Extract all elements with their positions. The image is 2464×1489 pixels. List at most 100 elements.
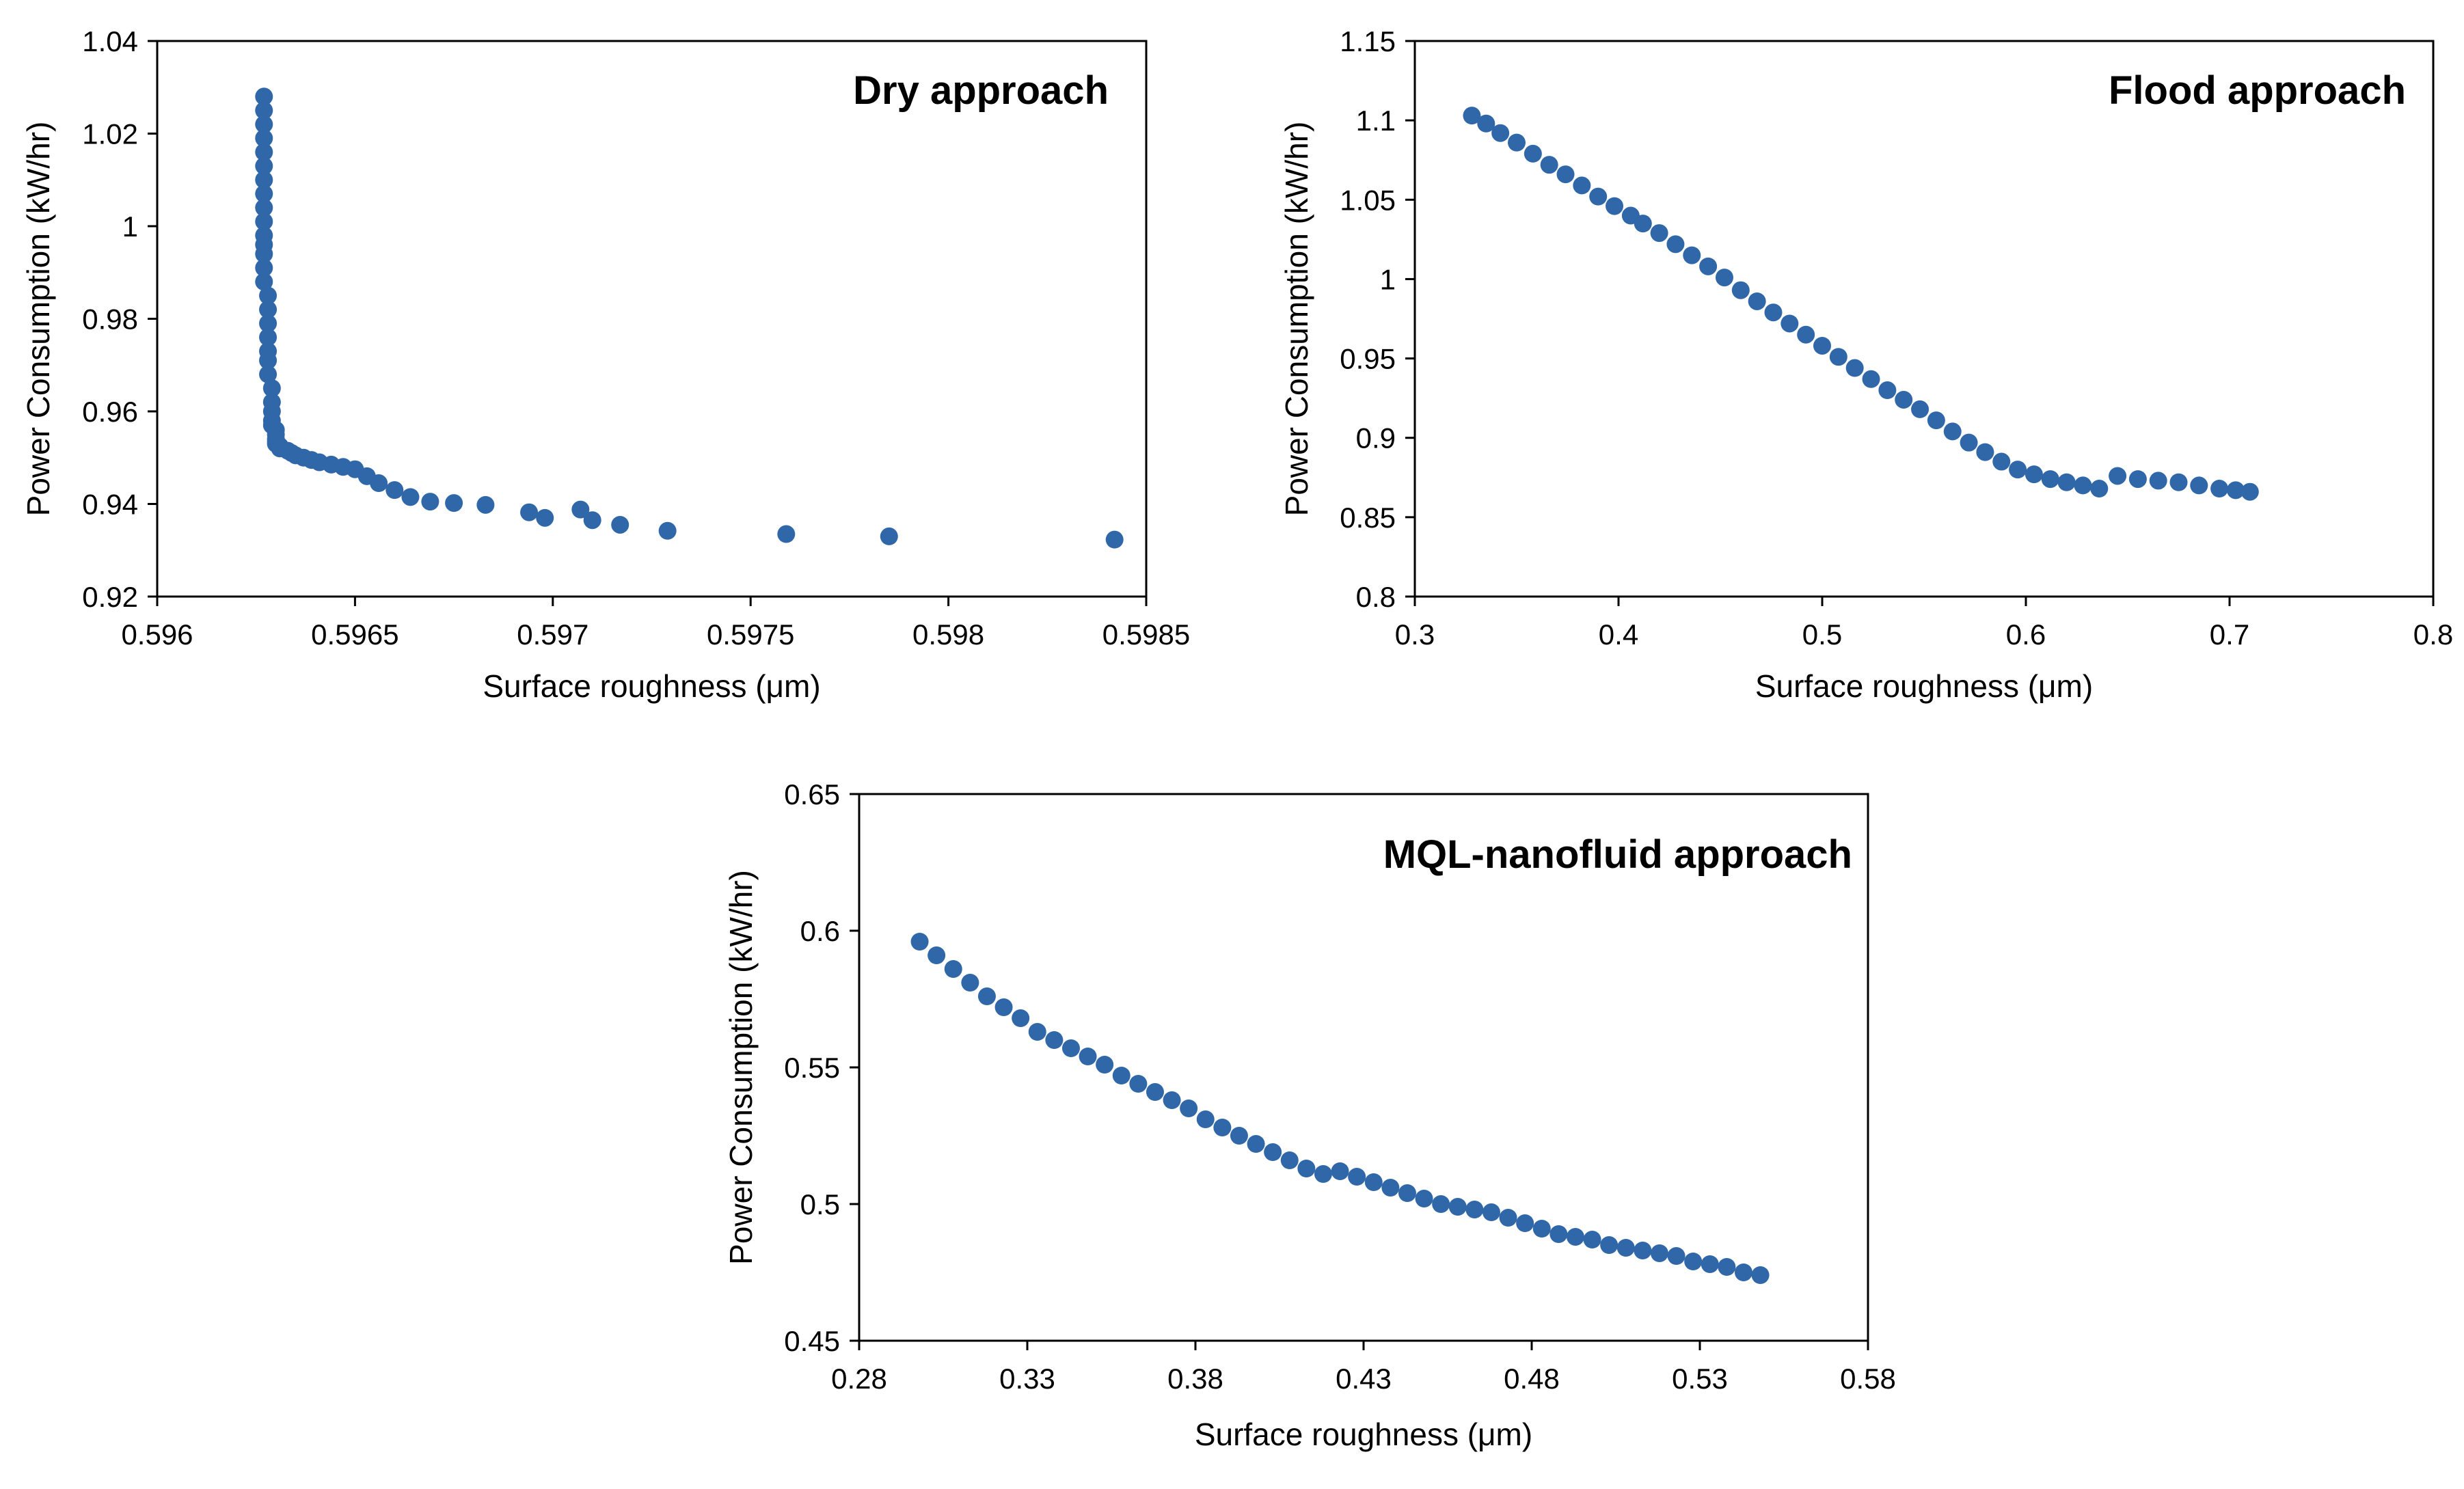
data-point	[2090, 480, 2109, 498]
data-point	[259, 300, 277, 318]
data-point	[1634, 1242, 1652, 1259]
data-point	[910, 933, 929, 951]
data-point	[255, 143, 273, 161]
data-point	[1960, 433, 1978, 452]
data-point	[977, 987, 996, 1005]
data-point	[1666, 235, 1685, 254]
data-point	[1943, 422, 1962, 441]
data-point	[1499, 1209, 1517, 1227]
data-point	[1583, 1231, 1601, 1248]
y-tick-label: 0.6	[800, 915, 840, 947]
data-point	[1862, 370, 1880, 388]
data-point	[2074, 476, 2092, 495]
data-point	[2190, 476, 2208, 495]
chart-mql-nanofluid-approach: 0.28 0.33 0.38 0.43 0.48 0.53 0.58 0.45 0.5 0.55 0…	[723, 778, 1896, 1452]
data-point	[1667, 1247, 1685, 1265]
x-tick-label: 0.3	[1395, 618, 1435, 651]
data-point	[536, 508, 554, 527]
y-tick-label: 1.15	[1340, 25, 1396, 57]
data-point	[259, 351, 277, 370]
data-point	[1748, 292, 1766, 310]
data-point	[1976, 443, 1994, 461]
data-point	[255, 129, 273, 148]
data-point	[1463, 107, 1481, 125]
data-point	[255, 115, 273, 133]
data-point	[583, 511, 601, 530]
data-point	[1532, 1220, 1551, 1238]
data-point	[1616, 1239, 1635, 1257]
data-point	[401, 488, 420, 506]
y-axis-title: Power Consumption (kW/hr)	[1279, 122, 1314, 517]
chart-title: Flood approach	[2109, 68, 2406, 113]
data-point	[1247, 1135, 1265, 1153]
y-tick-label: 0.55	[784, 1052, 840, 1084]
y-tick-label: 1.05	[1340, 184, 1396, 216]
data-point	[1079, 1048, 1097, 1065]
x-tick-label: 0.58	[1840, 1363, 1896, 1395]
data-point	[1751, 1266, 1770, 1284]
data-point	[1540, 156, 1558, 174]
data-point	[445, 494, 463, 513]
data-point	[1524, 144, 1542, 163]
data-point	[2149, 472, 2167, 490]
plot-area	[156, 40, 1148, 598]
data-point	[658, 521, 677, 540]
x-tick-label: 0.48	[1504, 1363, 1560, 1395]
data-point	[1364, 1173, 1383, 1191]
data-point	[1600, 1236, 1619, 1254]
data-point	[1813, 336, 1831, 355]
y-tick-label: 0.98	[82, 303, 138, 336]
x-tick-label: 0.596	[121, 618, 193, 651]
data-point	[370, 474, 388, 493]
y-tick-label: 1	[122, 210, 138, 243]
chart-dry-approach: 0.596 0.5965 0.597 0.5975 0.598 0.5985 0.92 0.9…	[21, 25, 1190, 704]
data-point	[255, 171, 273, 189]
data-point	[421, 493, 439, 511]
x-tick-label: 0.5	[1802, 618, 1842, 651]
chart-title: Dry approach	[853, 68, 1109, 113]
data-point	[1448, 1198, 1467, 1216]
data-point	[2057, 473, 2076, 491]
data-point	[2025, 465, 2043, 484]
data-point	[1718, 1258, 1736, 1276]
data-point	[1105, 530, 1124, 549]
x-tick-label: 0.53	[1672, 1363, 1728, 1395]
x-axis-title: Surface roughness (μm)	[483, 668, 820, 704]
data-point	[1683, 246, 1701, 264]
data-point	[1731, 281, 1750, 299]
x-tick-label: 0.598	[912, 618, 984, 651]
y-tick-label: 0.95	[1340, 343, 1396, 375]
x-tick-label: 0.4	[1599, 618, 1638, 651]
x-tick-label: 0.8	[2413, 618, 2453, 651]
data-point	[262, 379, 281, 398]
plot-area	[1413, 40, 2435, 598]
y-tick-label: 0.65	[784, 778, 840, 810]
data-point	[928, 946, 946, 964]
data-point	[1213, 1119, 1232, 1136]
data-point	[1061, 1039, 1080, 1057]
x-tick-label: 0.38	[1167, 1363, 1223, 1395]
data-point	[1314, 1165, 1332, 1183]
data-point	[1684, 1253, 1703, 1270]
x-tick-label: 0.5975	[707, 618, 794, 651]
data-point	[777, 525, 796, 543]
data-point	[1701, 1255, 1719, 1273]
data-point	[1432, 1195, 1450, 1213]
data-point	[1129, 1075, 1148, 1093]
data-point	[1112, 1067, 1131, 1084]
y-tick-label: 0.85	[1340, 502, 1396, 534]
data-point	[1589, 187, 1608, 206]
plot-area	[858, 793, 1869, 1342]
y-tick-label: 1.02	[82, 118, 138, 150]
chart-title: MQL-nanofluid approach	[1383, 832, 1852, 877]
y-tick-label: 0.45	[784, 1325, 840, 1357]
x-tick-label: 0.597	[517, 618, 588, 651]
y-tick-label: 1.04	[82, 25, 138, 57]
data-point	[2009, 461, 2027, 479]
data-point	[2128, 470, 2147, 489]
data-point	[1895, 390, 1913, 409]
y-tick-label: 0.8	[1356, 581, 1396, 613]
data-point	[476, 495, 495, 514]
data-point	[944, 960, 962, 978]
data-point	[1196, 1110, 1215, 1128]
